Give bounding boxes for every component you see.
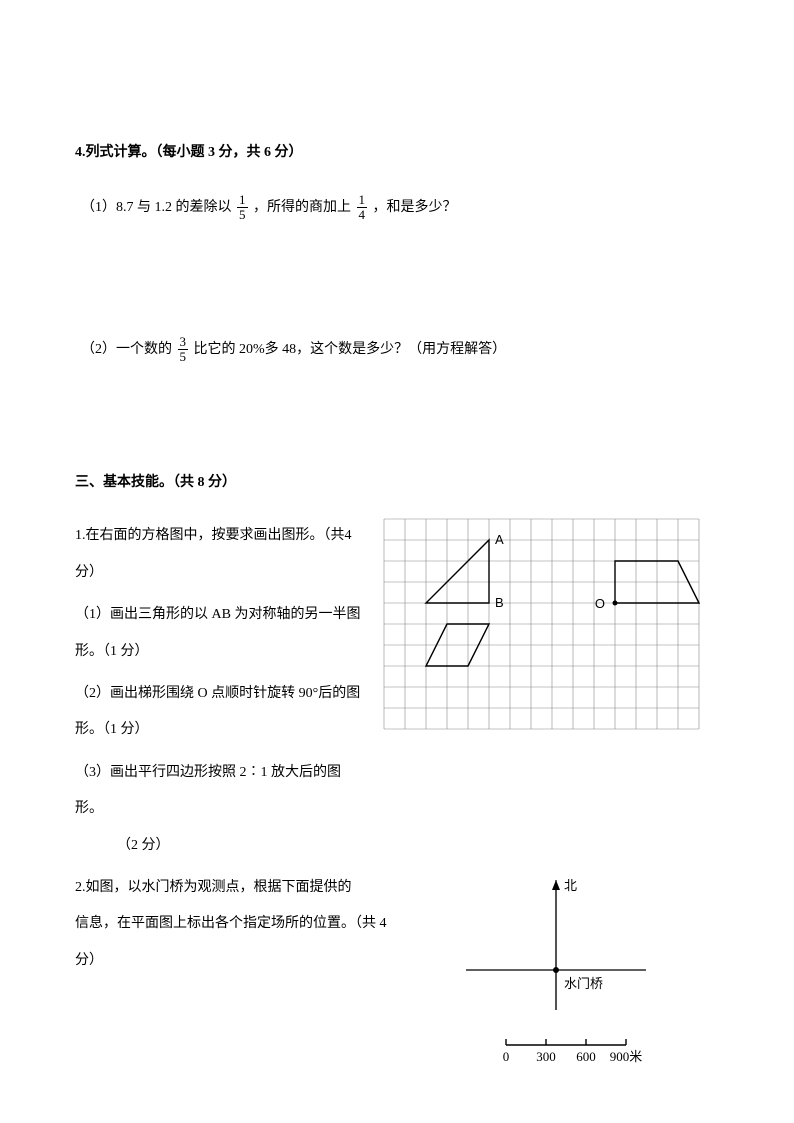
q4-p1-b: ，所得的商加上 bbox=[253, 200, 351, 215]
q1-p2: （2）画出梯形围绕 O 点顺时针旋转 90°后的图形。（1 分） bbox=[75, 676, 365, 749]
frac-den: 5 bbox=[237, 207, 248, 222]
fraction-1-5: 1 5 bbox=[237, 193, 248, 223]
section3-q1-row: 1.在右面的方格图中，按要求画出图形。（共4 分） （1）画出三角形的以 AB … bbox=[75, 518, 714, 864]
svg-text:B: B bbox=[495, 595, 504, 610]
q4-part1: （1）8.7 与 1.2 的差除以 1 5 ，所得的商加上 1 4 ，和是多少？ bbox=[81, 193, 714, 223]
q4-p1-a: （1）8.7 与 1.2 的差除以 bbox=[81, 200, 232, 215]
svg-text:900米: 900米 bbox=[609, 1049, 642, 1064]
map-figure: 北水门桥 0 300 600 900米 bbox=[446, 870, 686, 1070]
frac-num: 3 bbox=[178, 335, 189, 349]
workspace-spacer bbox=[75, 234, 714, 309]
q4-p2-a: （2）一个数的 bbox=[81, 342, 172, 357]
svg-text:北: 北 bbox=[564, 878, 577, 893]
section3-q2-text: 2.如图，以水门桥为观测点，根据下面提供的 信息，在平面图上标出各个指定场所的位… bbox=[75, 870, 407, 979]
svg-text:0: 0 bbox=[502, 1049, 509, 1064]
q4-p1-c: ，和是多少？ bbox=[373, 200, 457, 215]
svg-text:O: O bbox=[595, 596, 605, 611]
svg-text:水门桥: 水门桥 bbox=[564, 976, 603, 991]
q4-block: 4.列式计算。（每小题 3 分，共 6 分） （1）8.7 与 1.2 的差除以… bbox=[75, 140, 714, 365]
q4-title: 4.列式计算。（每小题 3 分，共 6 分） bbox=[75, 140, 714, 167]
fraction-3-5: 3 5 bbox=[178, 335, 189, 365]
svg-text:600: 600 bbox=[576, 1049, 596, 1064]
fraction-1-4: 1 4 bbox=[357, 193, 368, 223]
svg-text:A: A bbox=[495, 532, 504, 547]
section3-q1-text: 1.在右面的方格图中，按要求画出图形。（共4 分） （1）画出三角形的以 AB … bbox=[75, 518, 365, 864]
frac-den: 5 bbox=[178, 349, 189, 364]
q1-title: 1.在右面的方格图中，按要求画出图形。（共4 分） bbox=[75, 518, 365, 591]
q1-p3b: （2 分） bbox=[75, 828, 365, 864]
q2-line1: 2.如图，以水门桥为观测点，根据下面提供的 bbox=[75, 870, 407, 906]
frac-den: 4 bbox=[357, 207, 368, 222]
svg-text:300: 300 bbox=[536, 1049, 556, 1064]
q1-p3: （3）画出平行四边形按照 2∶1 放大后的图形。 bbox=[75, 755, 365, 828]
frac-num: 1 bbox=[237, 193, 248, 207]
section3-q2-row: 2.如图，以水门桥为观测点，根据下面提供的 信息，在平面图上标出各个指定场所的位… bbox=[75, 870, 714, 1070]
q2-title-b: 信息，在平面图上标出各个指定场所的位置。（共 4 分） bbox=[75, 906, 407, 979]
map-figure-container: 北水门桥 0 300 600 900米 bbox=[417, 870, 714, 1070]
q4-part2: （2）一个数的 3 5 比它的 20%多 48，这个数是多少？（用方程解答） bbox=[81, 335, 714, 365]
q1-p1: （1）画出三角形的以 AB 为对称轴的另一半图形。（1 分） bbox=[75, 597, 365, 670]
frac-num: 1 bbox=[357, 193, 368, 207]
grid-figure: A B O bbox=[383, 518, 700, 730]
section3-header: 三、基本技能。（共 8 分） bbox=[75, 470, 714, 497]
q4-p2-b: 比它的 20%多 48，这个数是多少？（用方程解答） bbox=[194, 342, 507, 357]
grid-figure-container: A B O bbox=[383, 518, 714, 730]
